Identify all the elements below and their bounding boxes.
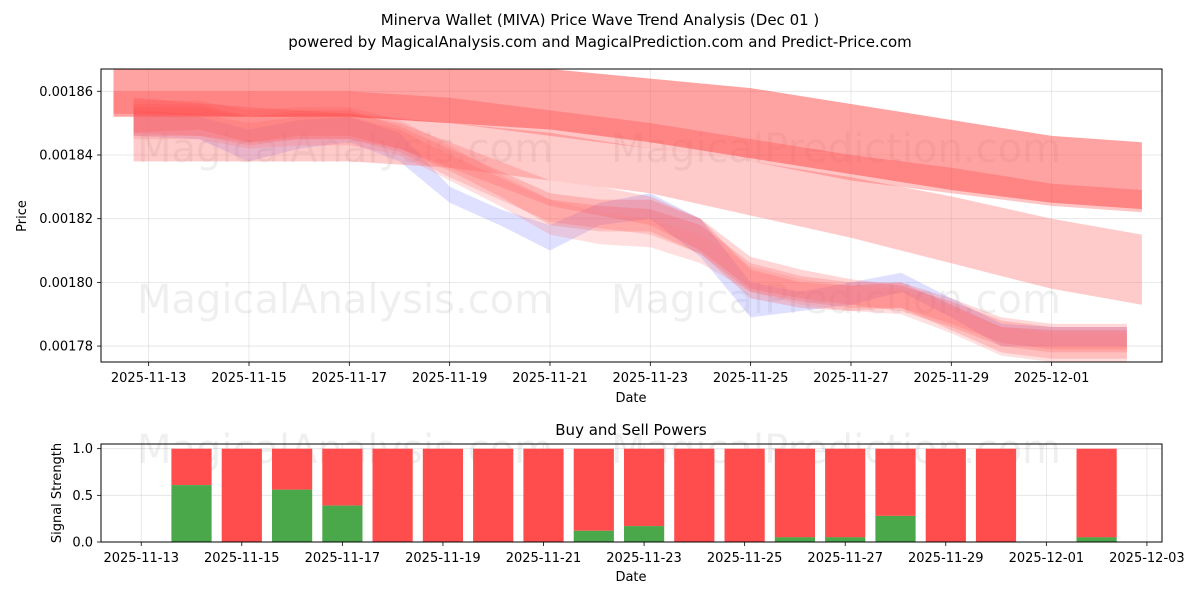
price-y-tick-label: 0.00186 [39,85,93,100]
sell-bar [372,448,413,542]
price-x-tick-label: 2025-11-21 [512,371,588,386]
price-band [133,107,1127,353]
chart-subtitle: powered by MagicalAnalysis.com and Magic… [288,33,912,51]
sell-bar [724,448,765,542]
signal-x-axis: 2025-11-13 2025-11-15 2025-11-17 2025-11-19… [103,542,1185,566]
signal-chart: Buy and Sell Powers MagicalAnalysis.com … [50,421,1185,585]
price-band [133,100,1127,362]
signal-x-tick-label: 2025-11-27 [807,551,883,566]
watermark-analysis: MagicalAnalysis.com [137,126,553,172]
signal-x-tick-label: 2025-11-13 [103,551,179,566]
signal-y-tick-label: 0.0 [72,536,93,551]
buy-bar [825,537,866,542]
watermark-prediction: MagicalPrediction.com [611,277,1061,323]
price-x-tick-label: 2025-11-23 [613,371,689,386]
buy-bar [322,505,363,542]
buy-bar [171,485,212,542]
price-x-tick-label: 2025-12-01 [1014,371,1090,386]
signal-x-tick-label: 2025-11-23 [606,551,682,566]
price-band [133,104,1127,359]
price-plot-frame [100,68,1163,363]
signal-y-axis: 0.0 0.5 1.0 [72,442,101,551]
sell-bar [422,448,463,542]
sell-bar [925,448,966,542]
price-x-axis: 2025-11-13 2025-11-15 2025-11-17 2025-11-19… [111,362,1090,386]
signal-x-tick-label: 2025-11-29 [908,551,984,566]
buy-bar [774,537,815,542]
sell-bar [523,448,564,542]
sell-bar [624,448,665,527]
signal-x-tick-label: 2025-12-01 [1009,551,1085,566]
price-band [133,110,1127,350]
buy-bar [624,526,665,542]
signal-chart-title: Buy and Sell Powers [555,421,707,439]
signal-bars [171,448,1117,542]
signal-x-tick-label: 2025-11-17 [305,551,381,566]
sell-bar [322,448,363,506]
price-x-label: Date [615,391,646,406]
sell-bar [1076,448,1117,538]
signal-plot-frame [100,443,1163,543]
sell-bar [221,448,262,542]
price-bands [113,69,1142,362]
sell-bar [171,448,212,486]
signal-x-tick-label: 2025-12-03 [1109,551,1185,566]
price-y-label: Price [15,200,30,232]
sell-bar [573,448,614,531]
sell-bar [473,448,514,542]
signal-y-tick-label: 1.0 [72,442,93,457]
price-x-tick-label: 2025-11-19 [412,371,488,386]
signal-y-label: Signal Strength [50,443,65,543]
sell-bar [774,448,815,538]
sell-bar [272,448,313,490]
buy-bar [1076,537,1117,542]
price-y-axis: 0.00178 0.00180 0.00182 0.00184 0.00186 [39,85,101,355]
price-band [113,69,1142,210]
price-x-tick-label: 2025-11-27 [813,371,889,386]
sell-bar [975,448,1017,542]
signal-x-tick-label: 2025-11-21 [506,551,582,566]
buy-bar [875,515,916,542]
signal-y-tick-label: 0.5 [72,489,93,504]
signal-x-tick-label: 2025-11-25 [707,551,783,566]
sell-bar [825,448,866,538]
buy-bar [573,530,614,542]
price-x-tick-label: 2025-11-29 [914,371,990,386]
price-x-tick-label: 2025-11-15 [211,371,287,386]
signal-x-tick-label: 2025-11-19 [405,551,481,566]
signal-x-label: Date [615,570,646,585]
price-x-tick-label: 2025-11-17 [312,371,388,386]
sell-bar [875,448,916,516]
sell-bar [674,448,715,542]
price-y-tick-label: 0.00184 [39,148,93,163]
price-y-tick-label: 0.00182 [39,212,93,227]
price-y-tick-label: 0.00180 [39,276,93,291]
price-chart: MagicalAnalysis.com MagicalPrediction.co… [15,68,1163,406]
price-x-tick-label: 2025-11-13 [111,371,187,386]
price-band [133,113,1127,347]
chart-title: Minerva Wallet (MIVA) Price Wave Trend A… [381,11,820,29]
buy-bar [272,489,313,542]
watermark-analysis: MagicalAnalysis.com [137,277,553,323]
price-band [133,97,1142,305]
price-y-tick-label: 0.00178 [39,340,93,355]
price-x-tick-label: 2025-11-25 [713,371,789,386]
price-band [113,91,1142,213]
signal-x-tick-label: 2025-11-15 [204,551,280,566]
